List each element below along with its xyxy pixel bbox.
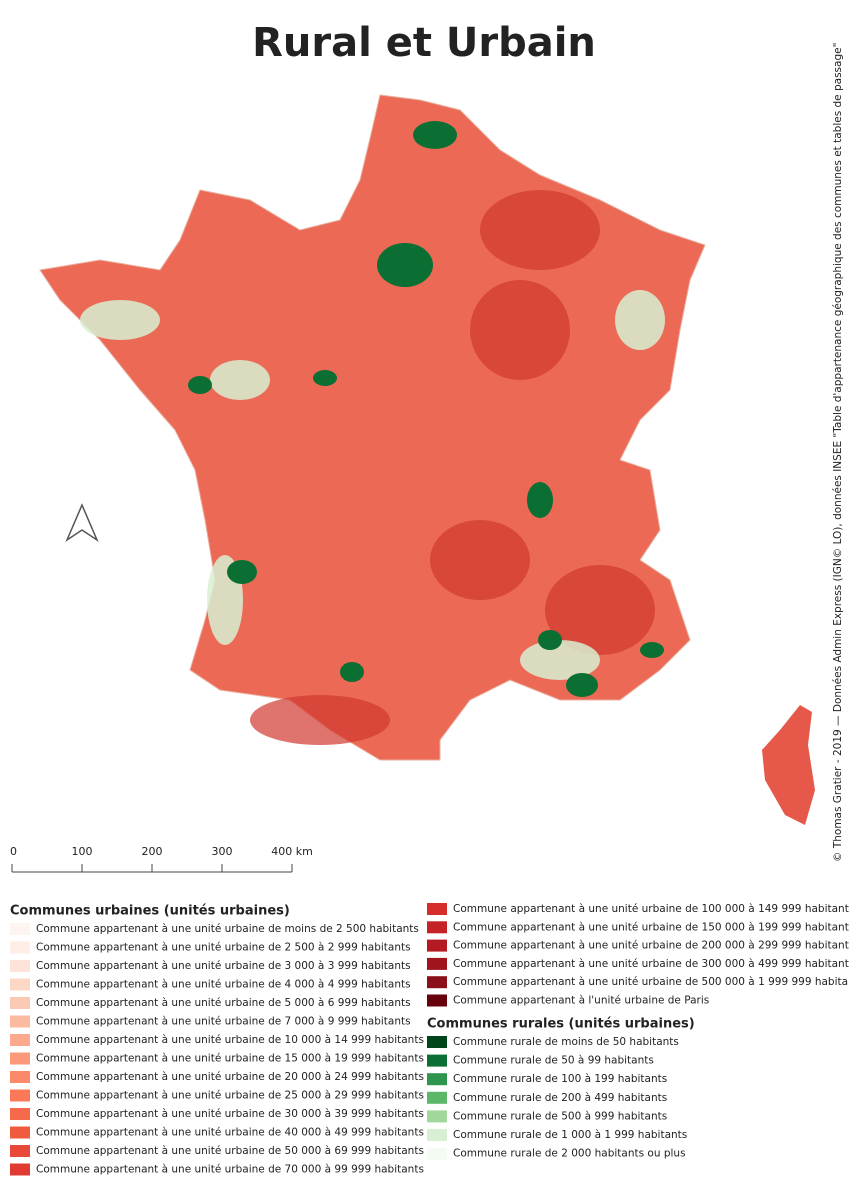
legend-label: Commune appartenant à l'unité urbaine de… xyxy=(453,995,709,1007)
legend-swatch xyxy=(10,941,30,954)
legend-swatch xyxy=(10,1071,30,1083)
legend-label: Commune rurale de 2 000 habitants ou plu… xyxy=(453,1148,686,1160)
scale-label: 100 xyxy=(72,845,93,858)
scale-label: 400 km xyxy=(271,845,313,858)
light-areas xyxy=(80,290,665,680)
legend-label: Commune rurale de moins de 50 habitants xyxy=(453,1036,679,1048)
legend-label: Commune appartenant à une unité urbaine … xyxy=(36,1090,424,1102)
legend-label: Commune appartenant à une unité urbaine … xyxy=(36,1108,424,1120)
legend-label: Commune rurale de 50 à 99 habitants xyxy=(453,1055,654,1067)
legend-label: Commune appartenant à une unité urbaine … xyxy=(36,1034,424,1046)
legend-label: Commune appartenant à une unité urbaine … xyxy=(36,997,411,1009)
legend-label: Commune rurale de 1 000 à 1 999 habitant… xyxy=(453,1129,687,1141)
legend-label: Commune appartenant à une unité urbaine … xyxy=(453,903,849,915)
legend-label: Commune appartenant à une unité urbaine … xyxy=(36,1016,411,1028)
legend-swatch xyxy=(427,1091,447,1104)
legend-swatch xyxy=(10,1145,30,1157)
legend-label: Commune appartenant à une unité urbaine … xyxy=(36,1127,424,1139)
legend-label: Commune appartenant à une unité urbaine … xyxy=(36,979,411,991)
credit: © Thomas Gratier - 2019 — Données Admin … xyxy=(832,43,844,862)
legend-heading: Communes rurales (unités urbaines) xyxy=(427,1017,695,1032)
legend-label: Commune appartenant à une unité urbaine … xyxy=(453,921,849,933)
legend-label: Commune appartenant à une unité urbaine … xyxy=(36,1071,424,1083)
dense-areas xyxy=(250,190,655,745)
legend-swatch xyxy=(427,903,447,915)
legend-label: Commune appartenant à une unité urbaine … xyxy=(36,1164,424,1176)
north-arrow xyxy=(65,503,99,543)
legend-swatch xyxy=(10,923,30,935)
legend-swatch xyxy=(427,921,447,934)
urban-green-areas xyxy=(188,121,664,697)
legend-label: Commune appartenant à une unité urbaine … xyxy=(453,976,849,988)
legend-label: Commune appartenant à une unité urbaine … xyxy=(36,1145,424,1157)
legend: Communes urbaines (unités urbaines) Commu… xyxy=(10,903,849,1176)
legend-label: Commune rurale de 500 à 999 habitants xyxy=(453,1110,667,1122)
legend-heading: Communes urbaines (unités urbaines) xyxy=(10,904,290,919)
legend-swatch xyxy=(10,997,30,1009)
legend-swatch xyxy=(10,1034,30,1046)
legend-label: Commune appartenant à une unité urbaine … xyxy=(36,960,411,972)
legend-label: Commune rurale de 200 à 499 habitants xyxy=(453,1092,667,1104)
legend-swatch xyxy=(10,1052,30,1065)
legend-label: Commune appartenant à une unité urbaine … xyxy=(453,940,849,952)
legend-label: Commune appartenant à une unité urbaine … xyxy=(36,1053,424,1065)
legend-swatch xyxy=(10,960,30,972)
legend-swatch xyxy=(427,976,447,989)
legend-swatch xyxy=(427,1129,447,1141)
france xyxy=(39,94,706,761)
legend-swatch xyxy=(10,1163,30,1176)
legend-swatch xyxy=(10,978,30,991)
legend-label: Commune appartenant à une unité urbaine … xyxy=(36,923,419,935)
legend-swatch xyxy=(427,1054,447,1067)
legend-swatch xyxy=(427,939,447,952)
legend-swatch xyxy=(427,994,447,1007)
scale-label: 200 xyxy=(142,845,163,858)
map xyxy=(39,94,815,825)
legend-swatch xyxy=(427,1147,447,1160)
corsica xyxy=(762,705,815,825)
scale-label: 0 xyxy=(10,845,17,858)
legend-label: Commune rurale de 100 à 199 habitants xyxy=(453,1073,667,1085)
legend-swatch xyxy=(427,957,447,970)
legend-swatch xyxy=(427,1110,447,1123)
legend-swatch xyxy=(10,1126,30,1139)
scale-bar: 0 100 200 300 400 km xyxy=(10,845,313,873)
title: Rural et Urbain xyxy=(252,20,596,66)
legend-swatch xyxy=(10,1108,30,1120)
legend-swatch xyxy=(10,1015,30,1028)
legend-swatch xyxy=(10,1089,30,1102)
legend-label: Commune appartenant à une unité urbaine … xyxy=(453,958,849,970)
scale-label: 300 xyxy=(212,845,233,858)
legend-label: Commune appartenant à une unité urbaine … xyxy=(36,942,411,954)
legend-swatch xyxy=(427,1036,447,1048)
legend-swatch xyxy=(427,1073,447,1086)
